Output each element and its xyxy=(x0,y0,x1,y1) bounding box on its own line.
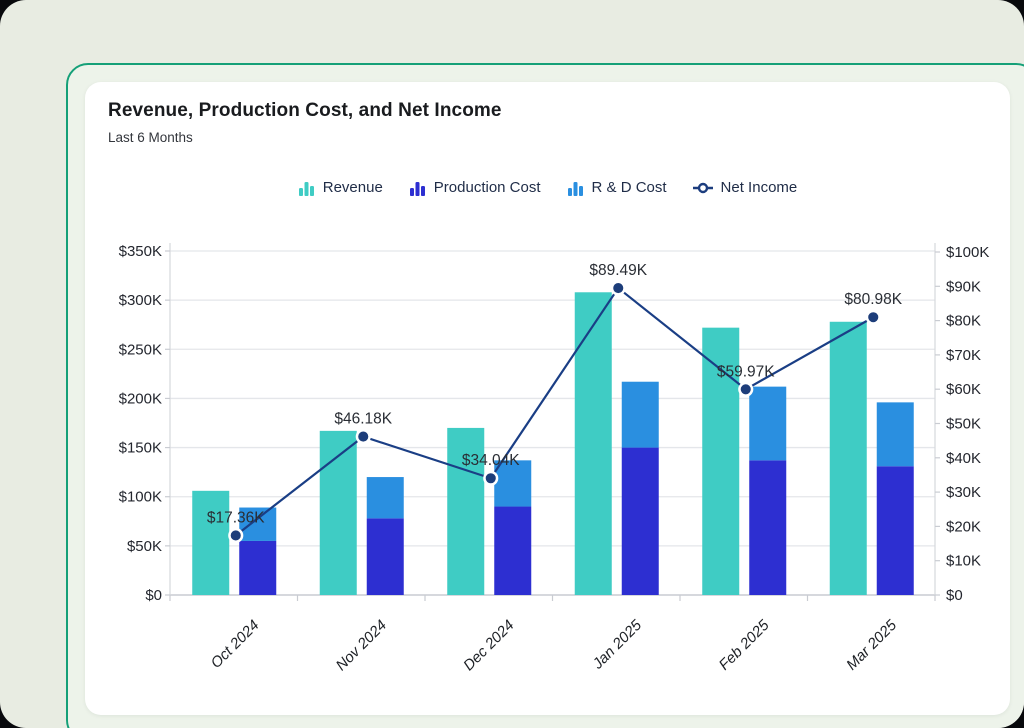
y-right-tick-label: $0 xyxy=(946,587,963,604)
rnd-cost-bar[interactable] xyxy=(239,507,277,541)
x-axis-label: Oct 2024 xyxy=(208,617,263,672)
x-axis-label: Nov 2024 xyxy=(333,617,390,674)
net-income-point[interactable] xyxy=(738,381,754,397)
net-income-value-label: $80.98K xyxy=(844,291,902,308)
y-right-tick-label: $20K xyxy=(946,518,981,535)
net-income-value-label: $34.04K xyxy=(462,452,520,469)
revenue-bar[interactable] xyxy=(702,327,740,595)
legend-label: R & D Cost xyxy=(591,179,667,196)
net-income-value-label: $59.97K xyxy=(717,363,775,380)
net-income-point[interactable] xyxy=(355,429,371,445)
y-left-tick-label: $250K xyxy=(119,341,162,358)
net-income-point[interactable] xyxy=(483,470,499,486)
legend-item-revenue[interactable]: Revenue xyxy=(298,179,383,196)
net-income-value-label: $89.49K xyxy=(589,262,647,279)
bar-chart-icon xyxy=(409,181,425,196)
chart-legend: Revenue Production Cost xyxy=(85,179,1010,196)
legend-label: Net Income xyxy=(720,179,798,196)
production-cost-bar[interactable] xyxy=(366,518,404,595)
revenue-bar[interactable] xyxy=(447,427,485,595)
y-left-tick-label: $0 xyxy=(145,587,162,604)
production-cost-bar[interactable] xyxy=(494,506,532,595)
y-left-tick-label: $300K xyxy=(119,292,162,309)
legend-item-production-cost[interactable]: Production Cost xyxy=(409,179,541,196)
production-cost-bar[interactable] xyxy=(749,460,787,595)
net-income-point[interactable] xyxy=(865,309,881,325)
dashboard-panel: Revenue, Production Cost, and Net Income… xyxy=(66,63,1024,728)
bar-chart-icon xyxy=(298,181,314,196)
rnd-cost-bar[interactable] xyxy=(621,381,659,448)
rnd-cost-bar[interactable] xyxy=(366,477,404,519)
y-left-tick-label: $150K xyxy=(119,440,162,457)
chart-title: Revenue, Production Cost, and Net Income xyxy=(108,100,502,121)
revenue-bar[interactable] xyxy=(192,490,230,595)
y-right-tick-label: $90K xyxy=(946,278,981,295)
revenue-bar[interactable] xyxy=(574,292,612,595)
x-axis-label: Dec 2024 xyxy=(460,617,517,674)
production-cost-bar[interactable] xyxy=(239,540,277,595)
bar-chart-icon xyxy=(567,181,583,196)
rnd-cost-bar[interactable] xyxy=(494,460,532,507)
line-point-icon xyxy=(692,182,713,193)
x-axis-label: Jan 2025 xyxy=(589,616,646,673)
net-income-point[interactable] xyxy=(228,527,244,544)
y-left-tick-label: $350K xyxy=(119,243,162,260)
net-income-value-label: $17.36K xyxy=(207,509,265,526)
y-right-tick-label: $100K xyxy=(946,244,989,261)
x-axis-label: Feb 2025 xyxy=(716,616,773,673)
production-cost-bar[interactable] xyxy=(876,466,914,595)
chart-subtitle: Last 6 Months xyxy=(108,130,193,145)
legend-label: Revenue xyxy=(322,179,383,196)
rnd-cost-bar[interactable] xyxy=(749,386,787,461)
y-left-tick-label: $100K xyxy=(119,489,162,506)
revenue-bar[interactable] xyxy=(319,430,357,595)
y-right-tick-label: $40K xyxy=(946,450,981,467)
chart-canvas[interactable]: $0 $50K $100K $150K $200K $250K $300K $350K $0 $1… xyxy=(85,232,1010,715)
y-left-tick-label: $50K xyxy=(127,538,162,555)
y-right-tick-label: $10K xyxy=(946,553,981,570)
net-income-value-label: $46.18K xyxy=(334,411,392,428)
y-right-tick-label: $80K xyxy=(946,313,981,330)
legend-item-net-income[interactable]: Net Income xyxy=(692,179,798,196)
y-right-tick-label: $50K xyxy=(946,416,981,433)
revenue-bar[interactable] xyxy=(829,321,867,595)
legend-item-rnd-cost[interactable]: R & D Cost xyxy=(567,179,667,196)
y-right-tick-label: $60K xyxy=(946,381,981,398)
chart-card: Revenue, Production Cost, and Net Income… xyxy=(85,82,1010,715)
net-income-point[interactable] xyxy=(610,280,626,296)
net-income-line xyxy=(235,286,874,537)
production-cost-bar[interactable] xyxy=(621,447,659,595)
y-right-tick-label: $30K xyxy=(946,484,981,501)
legend-label: Production Cost xyxy=(433,179,541,196)
y-left-tick-label: $200K xyxy=(119,390,162,407)
x-axis-label: Mar 2025 xyxy=(843,616,900,673)
rnd-cost-bar[interactable] xyxy=(876,402,914,467)
y-right-tick-label: $70K xyxy=(946,347,981,364)
